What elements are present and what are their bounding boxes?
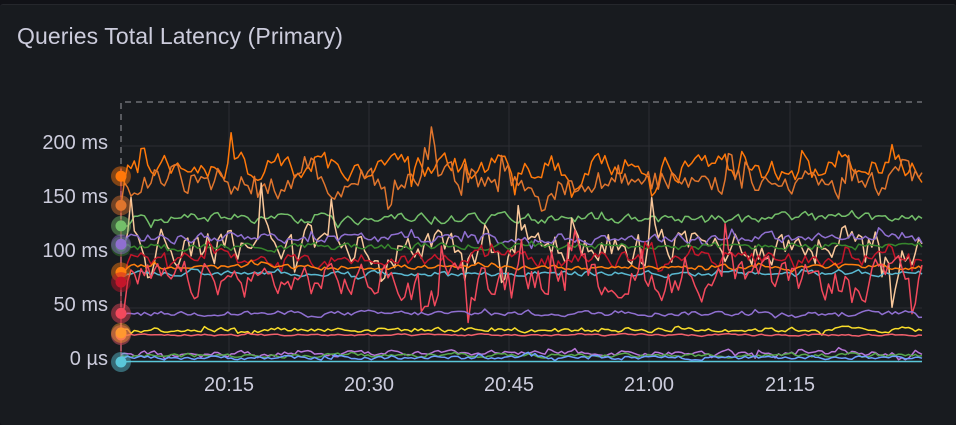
series-line-series-17 xyxy=(120,360,922,363)
series-point-marker[interactable] xyxy=(111,322,131,343)
y-tick-100: 100 ms xyxy=(42,240,108,262)
series-point-marker[interactable] xyxy=(111,234,131,255)
series-lines xyxy=(120,126,923,363)
series-point-marker[interactable] xyxy=(111,262,131,283)
series-line-series-11 xyxy=(120,308,923,319)
series-point-marker[interactable] xyxy=(111,215,131,236)
series-line-series-10 xyxy=(120,222,923,324)
series-point-marker[interactable] xyxy=(111,272,131,293)
series-start-markers[interactable] xyxy=(111,166,131,372)
x-tick-2015: 20:15 xyxy=(203,374,255,396)
series-point-marker[interactable] xyxy=(111,166,131,187)
x-tick-2030: 20:30 xyxy=(343,374,395,396)
series-line-series-1 xyxy=(120,131,923,198)
x-tick-2045: 20:45 xyxy=(483,374,535,396)
series-line-series-7 xyxy=(120,240,923,283)
panel-title[interactable]: Queries Total Latency (Primary) xyxy=(17,23,344,49)
series-line-series-2 xyxy=(120,126,923,212)
series-line-series-4 xyxy=(120,182,923,308)
x-tick-2115: 21:15 xyxy=(764,374,816,396)
series-line-series-13 xyxy=(120,332,923,338)
y-tick-200: 200 ms xyxy=(42,132,108,154)
series-point-marker[interactable] xyxy=(111,303,131,324)
series-line-series-12 xyxy=(120,325,923,336)
hover-selection-box xyxy=(120,101,922,362)
y-tick-150: 150 ms xyxy=(42,186,108,208)
series-point-marker[interactable] xyxy=(111,195,131,216)
y-tick-50: 50 ms xyxy=(53,294,108,316)
series-line-series-3 xyxy=(120,209,923,229)
x-tick-2100: 21:00 xyxy=(623,374,675,396)
series-point-marker[interactable] xyxy=(111,352,131,372)
series-line-series-8 xyxy=(120,259,923,274)
series-line-series-16 xyxy=(120,351,923,362)
y-tick-0: 0 µs xyxy=(69,348,108,370)
